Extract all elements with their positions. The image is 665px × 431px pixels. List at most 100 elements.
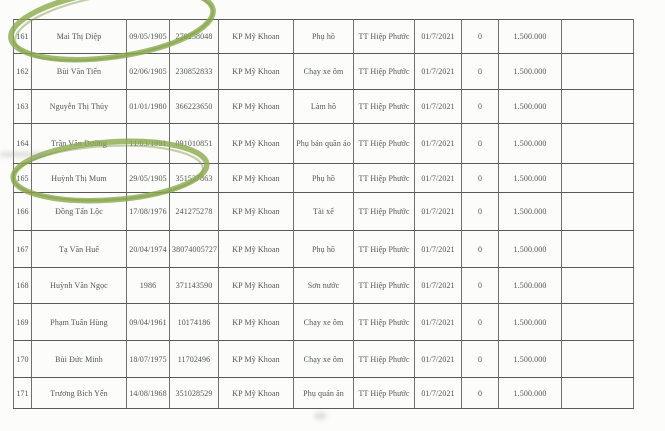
cell-note [561,192,634,231]
cell-start_date: 01/7/2021 [414,303,462,341]
cell-occupation: Phụ hồ [293,19,354,54]
cell-start_date: 01/7/2021 [414,230,462,268]
cell-zero: 0 [461,340,499,378]
cell-ward: KP Mỹ Khoan [218,340,294,378]
cell-ward: KP Mỹ Khoan [218,163,294,193]
cell-name: Bùi Văn Tiến [31,53,127,90]
cell-name: Trương Bích Yến [31,377,127,409]
cell-occupation: Sơn nước [293,267,354,304]
cell-start_date: 01/7/2021 [414,123,462,164]
cell-start_date: 01/7/2021 [414,377,462,409]
cell-ward: KP Mỹ Khoan [218,303,294,341]
cell-occupation: Chạy xe ôm [293,340,354,378]
cell-start_date: 01/7/2021 [414,163,462,193]
cell-town: TT Hiệp Phước [353,89,415,124]
cell-occupation: Phụ hồ [293,163,354,193]
cell-amount: 1.500.000 [498,267,562,304]
cell-note [561,340,634,378]
cell-zero: 0 [461,53,499,90]
cell-ward: KP Mỹ Khoan [218,377,294,409]
cell-start_date: 01/7/2021 [414,267,462,304]
cell-no: 169 [13,303,32,341]
cell-dob: 09/04/1961 [126,303,170,341]
cell-dob: 11/03/1991 [126,123,170,164]
table-row: 170 Bùi Đức Minh 18/07/1975 11702496 KP Mỹ K… [13,340,634,378]
cell-town: TT Hiệp Phước [353,377,415,409]
cell-zero: 0 [461,267,499,304]
cell-id_number: 11702496 [169,340,219,378]
cell-note [561,89,634,124]
cell-no: 166 [13,192,32,231]
cell-occupation: Chạy xe ôm [293,303,354,341]
cell-amount: 1.500.000 [498,163,562,193]
cell-amount: 1.500.000 [498,53,562,90]
cell-note [561,19,634,54]
cell-dob: 02/06/1905 [126,53,170,90]
cell-ward: KP Mỹ Khoan [218,19,294,54]
cell-dob: 14/08/1968 [126,377,170,409]
cell-ward: KP Mỹ Khoan [218,89,294,124]
cell-id_number: 351527863 [169,163,219,193]
cell-ward: KP Mỹ Khoan [218,230,294,268]
scan-smudge-left [0,152,46,157]
cell-town: TT Hiệp Phước [353,163,415,193]
cell-occupation: Chạy xe ôm [293,53,354,90]
cell-note [561,123,634,164]
cell-dob: 17/08/1976 [126,192,170,231]
cell-id_number: 371143590 [169,267,219,304]
cell-no: 161 [13,19,32,54]
cell-occupation: Phụ quán ăn [293,377,354,409]
cell-zero: 0 [461,163,499,193]
cell-id_number: 230852833 [169,53,219,90]
cell-name: Bùi Đức Minh [31,340,127,378]
cell-amount: 1.500.000 [498,19,562,54]
cell-zero: 0 [461,19,499,54]
roster-table: 161 Mai Thị Diệp 09/05/1905 270258048 KP Mỹ … [13,19,634,409]
cell-zero: 0 [461,377,499,409]
cell-amount: 1.500.000 [498,377,562,409]
cell-no: 165 [13,163,32,193]
cell-dob: 1986 [126,267,170,304]
cell-dob: 01/01/1980 [126,89,170,124]
cell-occupation: Phụ hồ [293,230,354,268]
table-row: 165 Huỳnh Thị Mum 29/05/1905 351527863 KP Mỹ… [13,163,634,193]
table-row: 166 Đồng Tấn Lộc 17/08/1976 241275278 KP Mỹ … [13,192,634,231]
cell-town: TT Hiệp Phước [353,123,415,164]
cell-ward: KP Mỹ Khoan [218,53,294,90]
cell-start_date: 01/7/2021 [414,340,462,378]
cell-id_number: 270258048 [169,19,219,54]
cell-dob: 29/05/1905 [126,163,170,193]
cell-town: TT Hiệp Phước [353,192,415,231]
cell-id_number: 351028529 [169,377,219,409]
cell-no: 162 [13,53,32,90]
cell-dob: 09/05/1905 [126,19,170,54]
cell-amount: 1.500.000 [498,303,562,341]
cell-start_date: 01/7/2021 [414,192,462,231]
cell-amount: 1.500.000 [498,89,562,124]
cell-start_date: 01/7/2021 [414,19,462,54]
cell-zero: 0 [461,230,499,268]
cell-note [561,230,634,268]
table-row: 169 Phạm Tuấn Hùng 09/04/1961 10174186 KP Mỹ… [13,303,634,341]
cell-id_number: 38074005727 [169,230,219,268]
cell-zero: 0 [461,303,499,341]
cell-town: TT Hiệp Phước [353,340,415,378]
cell-name: Nguyễn Thị Thủy [31,89,127,124]
table-row: 161 Mai Thị Diệp 09/05/1905 270258048 KP Mỹ … [13,19,634,54]
cell-occupation: Tài xế [293,192,354,231]
cell-zero: 0 [461,89,499,124]
cell-zero: 0 [461,123,499,164]
table-row: 168 Huỳnh Văn Ngọc 1986 371143590 KP Mỹ Khoa… [13,267,634,304]
cell-name: Mai Thị Diệp [31,19,127,54]
cell-note [561,53,634,90]
cell-amount: 1.500.000 [498,192,562,231]
cell-no: 171 [13,377,32,409]
cell-no: 164 [13,123,32,164]
cell-ward: KP Mỹ Khoan [218,267,294,304]
cell-town: TT Hiệp Phước [353,19,415,54]
cell-town: TT Hiệp Phước [353,230,415,268]
cell-start_date: 01/7/2021 [414,89,462,124]
cell-id_number: 091010851 [169,123,219,164]
cell-id_number: 241275278 [169,192,219,231]
